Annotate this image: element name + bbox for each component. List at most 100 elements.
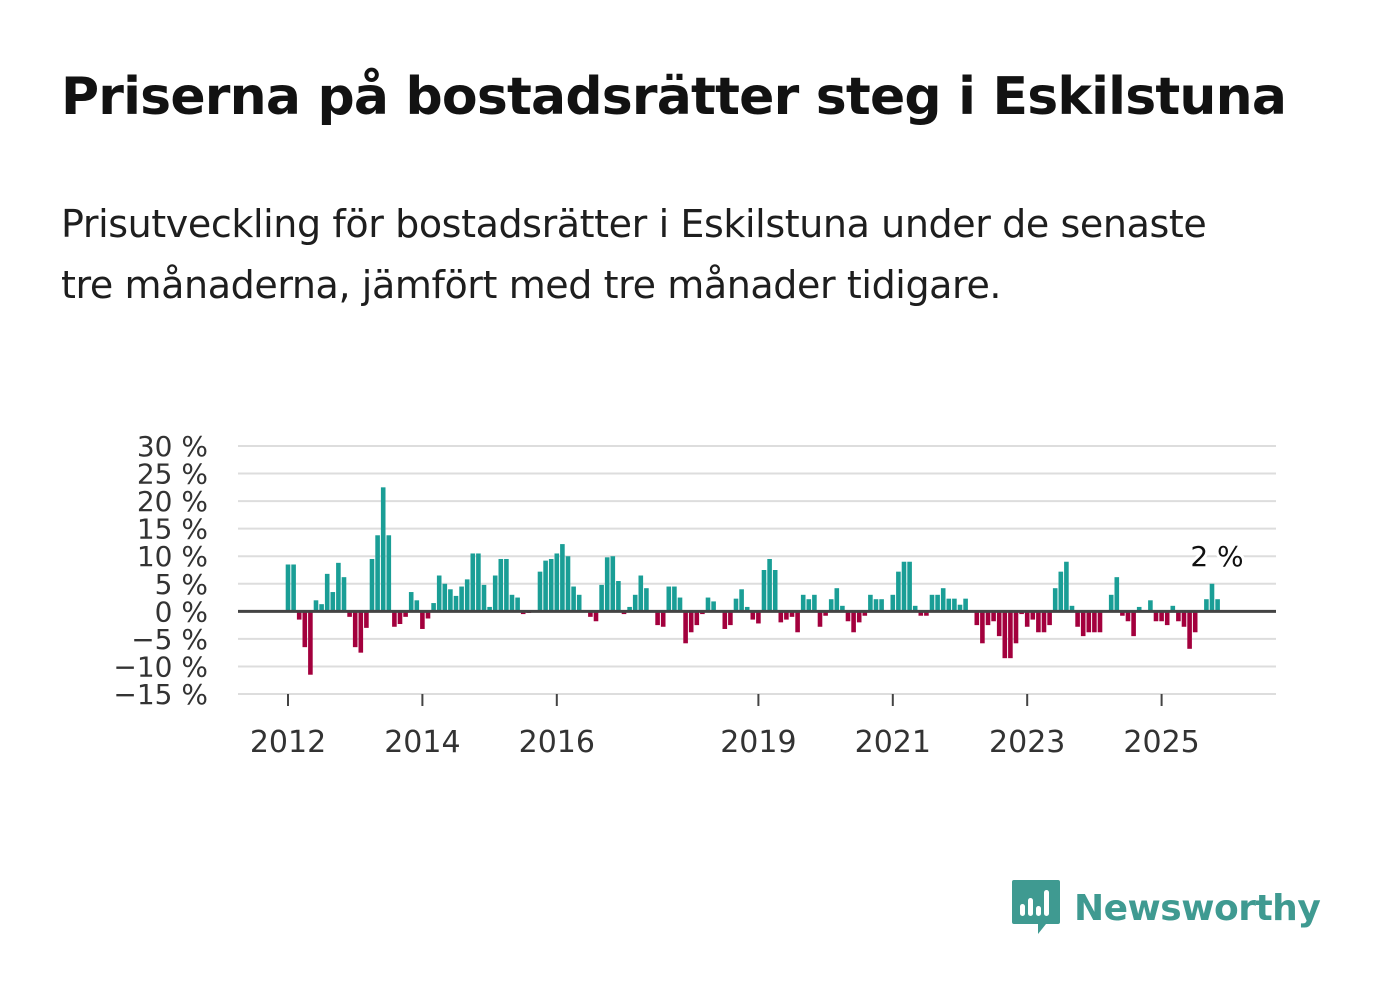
bar	[1058, 571, 1064, 612]
bar	[672, 586, 677, 612]
bar	[397, 611, 403, 625]
bar	[868, 594, 873, 612]
bar	[918, 611, 924, 616]
bar	[772, 570, 778, 612]
bar	[386, 535, 392, 612]
bar	[840, 605, 845, 612]
bar	[1013, 611, 1019, 644]
newsworthy-logo-icon	[1012, 880, 1060, 934]
bar	[509, 594, 515, 612]
bar	[996, 611, 1002, 637]
bar	[364, 611, 369, 628]
bar	[308, 611, 313, 675]
bar	[448, 589, 453, 612]
bar	[957, 604, 963, 612]
bar	[1114, 577, 1120, 612]
bar	[644, 588, 649, 612]
y-tick-label: 25 %	[137, 458, 208, 491]
bar	[627, 606, 632, 612]
bar	[420, 611, 425, 629]
bar	[828, 599, 834, 612]
bar	[459, 586, 464, 612]
bar	[660, 611, 666, 627]
y-axis-ticks: 30 %25 %20 %15 %10 %5 %0 %−5 %−10 %−15 %	[113, 430, 208, 711]
x-tick-label: 2021	[855, 725, 931, 760]
bar	[1215, 599, 1220, 612]
bar	[319, 604, 324, 612]
bar	[431, 603, 436, 612]
bar	[666, 586, 672, 612]
bar-chart: 30 %25 %20 %15 %10 %5 %0 %−5 %−10 %−15 %…	[113, 430, 1276, 760]
y-tick-label: 20 %	[137, 485, 208, 518]
bar	[554, 553, 560, 612]
bar	[683, 611, 688, 644]
x-tick-label: 2016	[519, 725, 595, 760]
bar	[1092, 611, 1097, 633]
bar	[487, 606, 492, 612]
bar	[750, 611, 756, 620]
bar	[800, 594, 806, 612]
bar	[1041, 611, 1047, 633]
bar	[604, 557, 610, 612]
bar	[851, 611, 856, 633]
bar	[291, 564, 296, 612]
bar	[778, 611, 784, 623]
bar	[358, 611, 364, 653]
bar	[890, 594, 896, 612]
bar	[879, 599, 884, 612]
bar	[795, 611, 800, 633]
bar	[593, 611, 599, 622]
bar	[1204, 599, 1209, 612]
bar	[369, 558, 375, 612]
chart-title: Priserna på bostadsrätter steg i Eskilst…	[61, 67, 1287, 127]
bar	[1192, 611, 1198, 633]
bar	[688, 611, 694, 633]
bar	[408, 592, 414, 612]
bar	[1187, 611, 1192, 649]
bar	[907, 561, 912, 612]
bar	[862, 611, 868, 616]
bar	[392, 611, 397, 627]
bar	[537, 571, 543, 612]
gridlines	[238, 445, 1276, 695]
bar	[341, 577, 347, 612]
x-tick-label: 2023	[989, 725, 1065, 760]
bar	[1108, 594, 1114, 612]
bar	[1148, 600, 1153, 612]
x-axis-ticks: 2012 2014 2016 2019 2021 2023 2025	[250, 694, 1200, 760]
chart-subtitle: Prisutveckling för bostadsrätter i Eskil…	[61, 202, 1207, 307]
bar	[963, 598, 968, 612]
bar	[789, 611, 795, 617]
bar	[935, 594, 940, 612]
bar	[817, 611, 823, 627]
bar	[1164, 611, 1170, 626]
bar	[515, 597, 520, 612]
bar	[414, 600, 420, 612]
y-tick-label: 15 %	[137, 513, 208, 546]
bar	[912, 605, 918, 612]
bar	[599, 584, 604, 612]
bar	[1069, 605, 1075, 612]
bar	[1030, 611, 1036, 620]
bars	[285, 487, 1220, 675]
bar	[985, 611, 991, 626]
bar	[1047, 611, 1052, 626]
bar	[442, 583, 448, 612]
y-tick-label: −10 %	[113, 650, 208, 683]
bar	[1136, 606, 1142, 612]
bar	[1176, 611, 1181, 622]
bar	[784, 611, 789, 620]
bar	[548, 558, 554, 612]
y-tick-label: 5 %	[155, 568, 208, 601]
bar	[767, 558, 772, 612]
bar	[1159, 611, 1164, 622]
bar	[324, 573, 330, 612]
bar	[924, 611, 929, 616]
bar	[677, 597, 683, 612]
annotations: 2 %	[1187, 537, 1246, 576]
bar	[940, 588, 946, 612]
bar	[1024, 611, 1030, 627]
bar	[476, 553, 481, 612]
last-value-label: 2 %	[1190, 540, 1243, 573]
bar	[845, 611, 851, 622]
